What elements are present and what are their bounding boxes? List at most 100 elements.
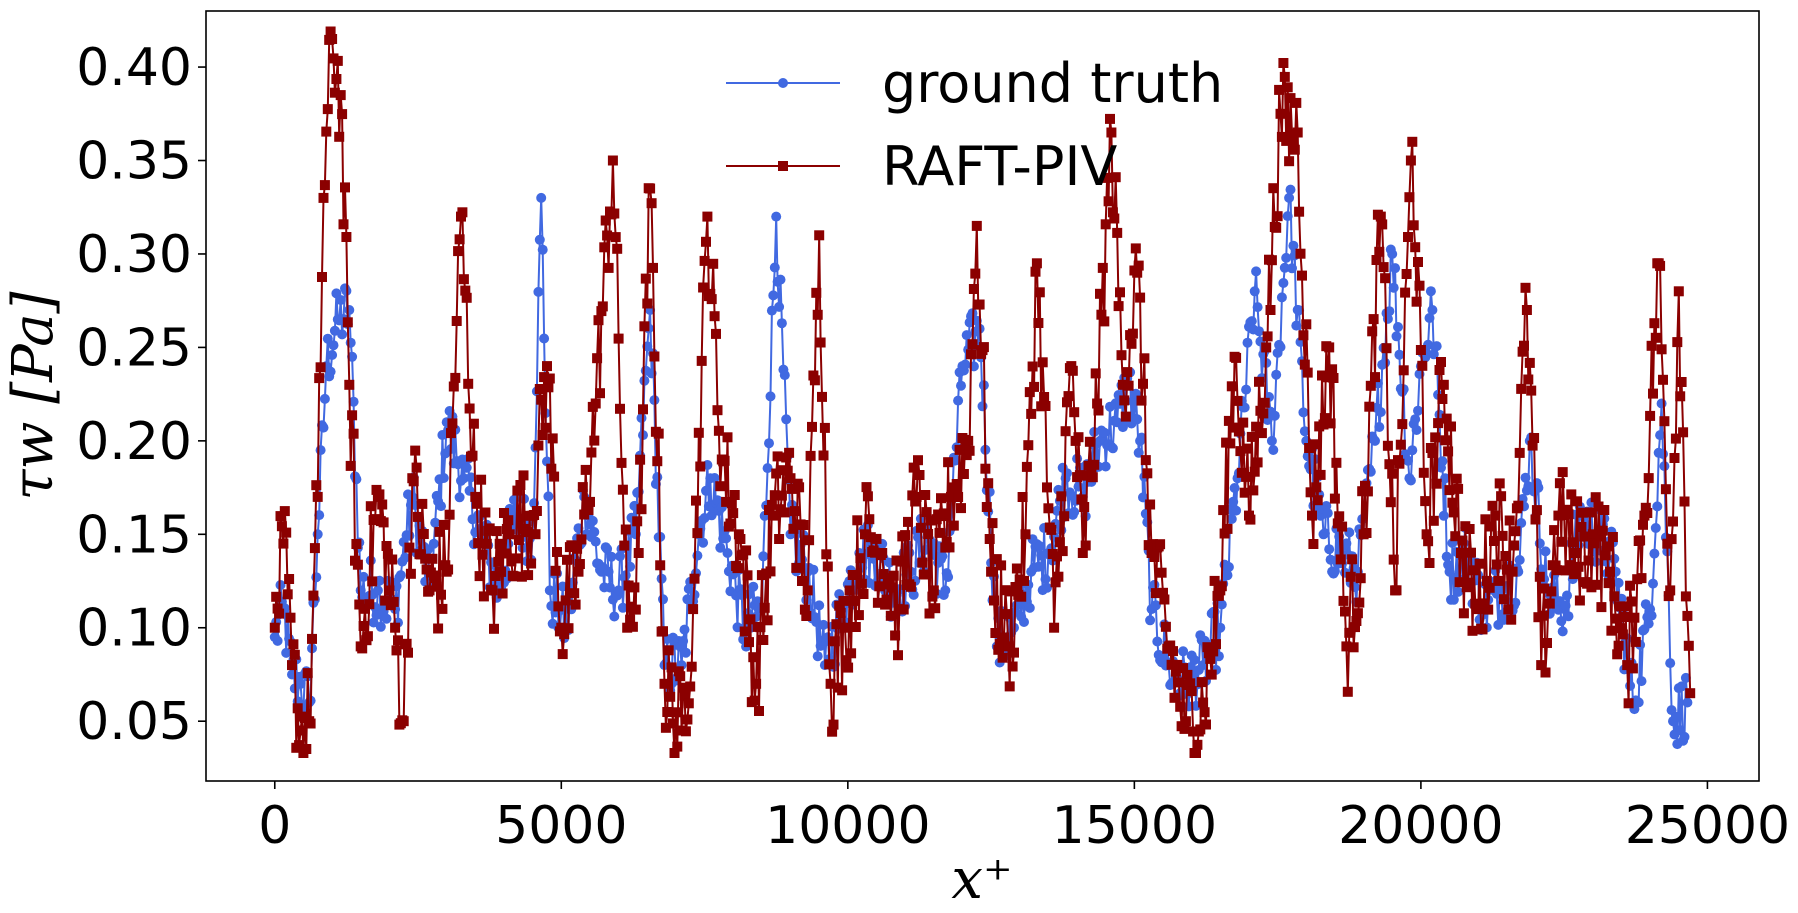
data-point xyxy=(1076,494,1087,505)
data-point xyxy=(344,379,355,390)
data-point xyxy=(536,394,547,405)
data-point xyxy=(1195,724,1206,735)
data-point xyxy=(1208,646,1219,657)
data-point xyxy=(705,288,716,299)
data-point xyxy=(1040,401,1051,411)
data-point xyxy=(367,576,378,587)
data-point xyxy=(374,489,385,500)
data-point xyxy=(838,595,849,606)
data-point xyxy=(1284,192,1295,203)
data-point xyxy=(1132,267,1143,278)
data-point xyxy=(954,444,965,455)
data-point xyxy=(592,353,603,364)
data-point xyxy=(331,74,342,84)
data-point xyxy=(1169,692,1180,703)
data-point xyxy=(1534,571,1545,582)
data-point xyxy=(1514,447,1525,458)
data-point xyxy=(890,630,901,641)
data-point xyxy=(335,295,346,305)
data-point xyxy=(1100,219,1111,230)
data-point xyxy=(466,472,476,483)
data-point xyxy=(315,445,326,456)
data-point xyxy=(741,545,752,556)
data-point xyxy=(852,515,863,526)
data-point xyxy=(1029,381,1040,392)
data-point xyxy=(1427,448,1438,458)
data-point xyxy=(1079,502,1090,512)
data-point xyxy=(1521,305,1532,315)
data-point xyxy=(381,541,392,551)
data-point xyxy=(1160,621,1171,632)
x-tick-label: 0 xyxy=(258,796,291,856)
data-point xyxy=(1056,491,1067,502)
data-point xyxy=(1484,582,1495,593)
data-point xyxy=(726,498,737,509)
data-point xyxy=(1384,306,1395,317)
data-point xyxy=(500,548,511,559)
data-point xyxy=(1403,455,1413,466)
data-point xyxy=(570,599,581,610)
data-point xyxy=(981,502,992,512)
data-point xyxy=(534,234,545,245)
data-point xyxy=(1031,258,1042,269)
data-point xyxy=(284,574,295,584)
data-point xyxy=(925,515,936,526)
data-point xyxy=(1073,481,1084,492)
data-point xyxy=(1023,440,1034,451)
data-point xyxy=(321,126,332,137)
legend-label-raft-piv: RAFT-PIV xyxy=(882,135,1117,198)
data-point xyxy=(1418,467,1429,478)
data-point xyxy=(559,629,570,640)
data-point xyxy=(1216,581,1227,592)
data-point xyxy=(577,482,588,493)
data-point xyxy=(487,585,498,596)
data-point xyxy=(1233,426,1244,437)
data-point xyxy=(755,622,766,633)
data-point xyxy=(269,622,280,633)
data-point xyxy=(1251,266,1262,277)
y-axis: 0.05 0.10 0.15 0.20 0.25 0.30 0.35 0.40 xyxy=(76,38,206,752)
data-point xyxy=(662,707,673,717)
data-point xyxy=(1638,519,1648,530)
data-point xyxy=(1382,440,1393,451)
data-point xyxy=(648,262,658,273)
data-point xyxy=(1027,361,1038,372)
data-point xyxy=(1099,427,1110,438)
data-point xyxy=(636,413,647,423)
data-point xyxy=(812,309,823,320)
data-point xyxy=(377,499,388,510)
data-point xyxy=(843,662,854,673)
data-point xyxy=(518,470,529,481)
data-point xyxy=(1308,539,1319,549)
data-point xyxy=(1531,505,1542,516)
data-point xyxy=(478,591,489,602)
data-point xyxy=(1503,604,1514,615)
data-point xyxy=(1617,629,1628,640)
data-point xyxy=(1284,156,1295,167)
data-point xyxy=(281,647,292,658)
data-point xyxy=(829,636,840,647)
data-point xyxy=(1625,680,1636,691)
data-point xyxy=(606,551,617,562)
data-point xyxy=(893,650,903,661)
data-point xyxy=(1337,521,1348,532)
data-point xyxy=(1251,421,1262,432)
data-point xyxy=(494,538,505,549)
data-point xyxy=(695,461,706,472)
data-point xyxy=(937,551,948,562)
data-point xyxy=(543,382,554,393)
data-point xyxy=(438,519,449,530)
data-point xyxy=(1281,135,1292,146)
data-point xyxy=(454,492,465,503)
data-point xyxy=(1649,548,1660,559)
data-point xyxy=(450,372,461,383)
data-point xyxy=(779,370,790,381)
data-point xyxy=(1329,566,1340,577)
data-point xyxy=(580,464,591,475)
data-point xyxy=(1675,391,1686,402)
data-point xyxy=(609,611,620,622)
data-point xyxy=(1312,495,1323,506)
data-point xyxy=(1261,342,1272,353)
data-point xyxy=(1625,580,1636,591)
data-point xyxy=(329,87,340,98)
